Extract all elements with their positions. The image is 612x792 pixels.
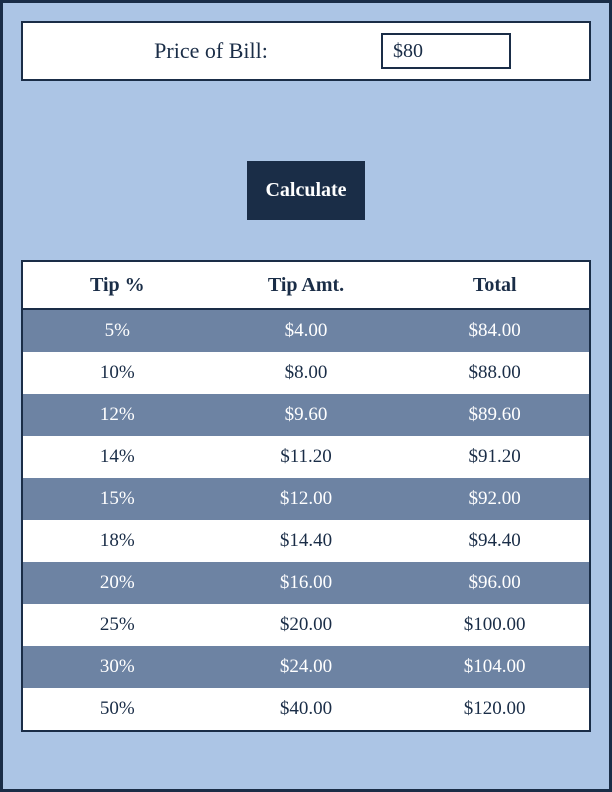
table-row: 15% $12.00 $92.00: [23, 478, 589, 520]
cell-tip-amt: $24.00: [212, 656, 401, 678]
cell-tip-pct: 5%: [23, 320, 212, 342]
cell-tip-amt: $16.00: [212, 572, 401, 594]
table-row: 14% $11.20 $91.20: [23, 436, 589, 478]
cell-total: $88.00: [400, 362, 589, 384]
cell-tip-amt: $4.00: [212, 320, 401, 342]
cell-tip-amt: $9.60: [212, 404, 401, 426]
table-row: 25% $20.00 $100.00: [23, 604, 589, 646]
cell-tip-pct: 20%: [23, 572, 212, 594]
calculate-button[interactable]: Calculate: [247, 161, 364, 220]
cell-tip-pct: 25%: [23, 614, 212, 636]
cell-tip-amt: $20.00: [212, 614, 401, 636]
cell-total: $89.60: [400, 404, 589, 426]
col-tip-amt: Tip Amt.: [212, 274, 401, 297]
table-row: 5% $4.00 $84.00: [23, 310, 589, 352]
cell-tip-amt: $14.40: [212, 530, 401, 552]
cell-tip-pct: 15%: [23, 488, 212, 510]
table-row: 20% $16.00 $96.00: [23, 562, 589, 604]
table-row: 30% $24.00 $104.00: [23, 646, 589, 688]
app-frame: Price of Bill: $80 Calculate Tip % Tip A…: [0, 0, 612, 792]
price-input[interactable]: $80: [381, 33, 511, 69]
cell-tip-amt: $8.00: [212, 362, 401, 384]
table-row: 50% $40.00 $120.00: [23, 688, 589, 730]
cell-tip-pct: 14%: [23, 446, 212, 468]
cell-total: $120.00: [400, 698, 589, 720]
table-row: 12% $9.60 $89.60: [23, 394, 589, 436]
cell-tip-amt: $12.00: [212, 488, 401, 510]
cell-total: $94.40: [400, 530, 589, 552]
price-label: Price of Bill:: [41, 38, 381, 64]
calculate-wrap: Calculate: [21, 161, 591, 220]
cell-total: $92.00: [400, 488, 589, 510]
cell-tip-amt: $11.20: [212, 446, 401, 468]
cell-total: $100.00: [400, 614, 589, 636]
cell-tip-pct: 50%: [23, 698, 212, 720]
cell-total: $84.00: [400, 320, 589, 342]
col-total: Total: [400, 274, 589, 297]
table-row: 18% $14.40 $94.40: [23, 520, 589, 562]
cell-tip-pct: 18%: [23, 530, 212, 552]
table-header-row: Tip % Tip Amt. Total: [23, 262, 589, 310]
cell-tip-amt: $40.00: [212, 698, 401, 720]
cell-tip-pct: 30%: [23, 656, 212, 678]
cell-total: $96.00: [400, 572, 589, 594]
col-tip-pct: Tip %: [23, 274, 212, 297]
tip-table: Tip % Tip Amt. Total 5% $4.00 $84.00 10%…: [21, 260, 591, 732]
price-input-bar: Price of Bill: $80: [21, 21, 591, 81]
cell-tip-pct: 10%: [23, 362, 212, 384]
cell-tip-pct: 12%: [23, 404, 212, 426]
cell-total: $91.20: [400, 446, 589, 468]
cell-total: $104.00: [400, 656, 589, 678]
table-row: 10% $8.00 $88.00: [23, 352, 589, 394]
